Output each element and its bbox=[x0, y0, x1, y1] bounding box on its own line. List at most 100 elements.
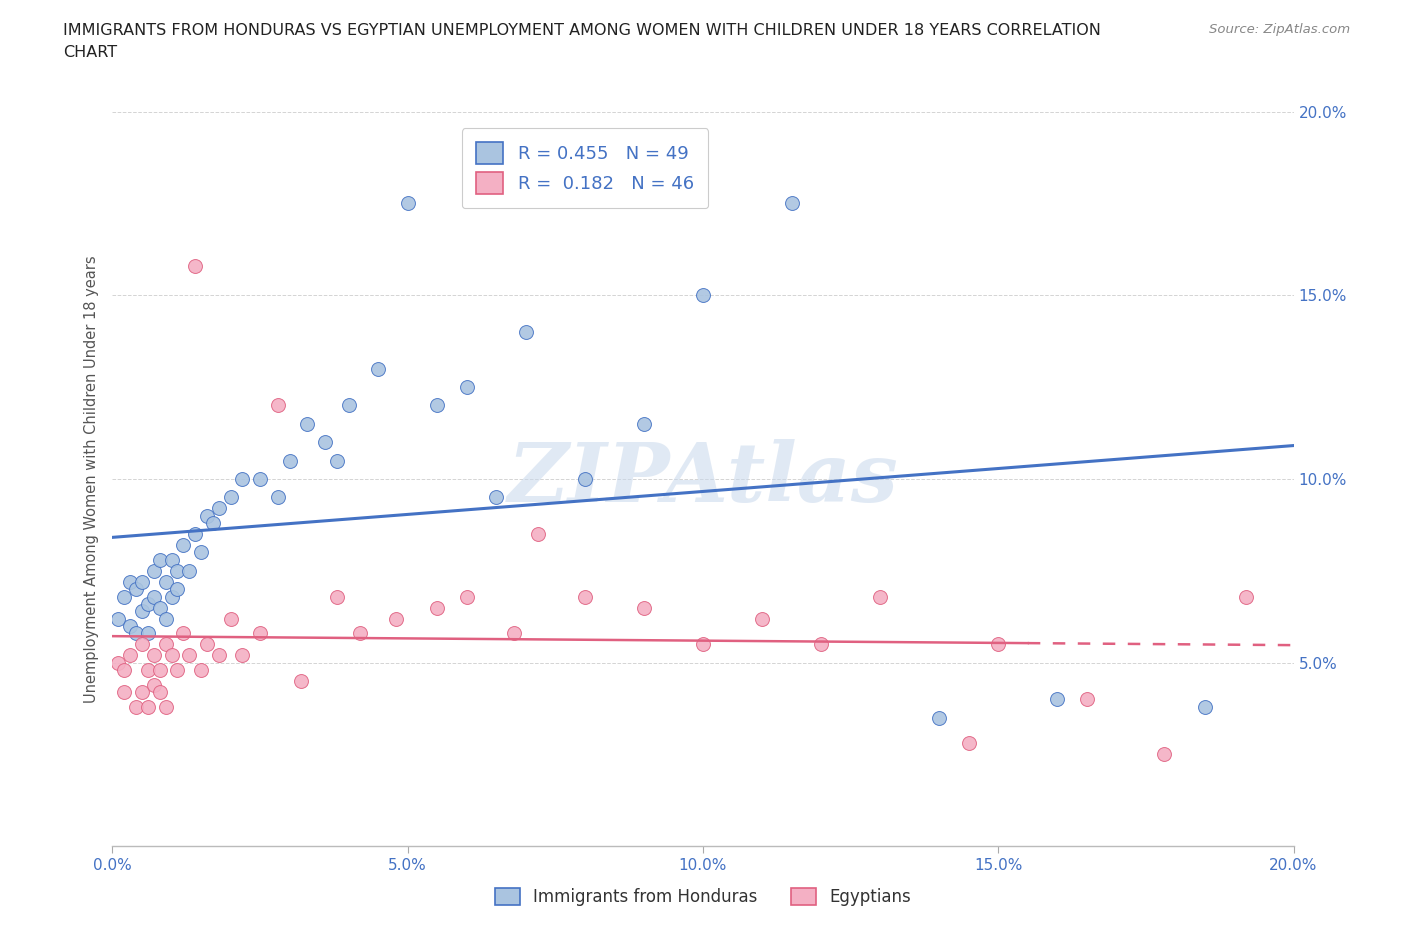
Point bbox=[337, 398, 360, 413]
Point bbox=[1046, 692, 1069, 707]
Point bbox=[131, 604, 153, 618]
Point bbox=[195, 508, 218, 523]
Point bbox=[107, 611, 129, 626]
Point bbox=[142, 677, 165, 692]
Point bbox=[142, 589, 165, 604]
Point bbox=[367, 361, 389, 376]
Point bbox=[1194, 699, 1216, 714]
Point bbox=[349, 626, 371, 641]
Point bbox=[426, 600, 449, 615]
Point bbox=[155, 699, 177, 714]
Point bbox=[290, 673, 312, 688]
Point bbox=[160, 648, 183, 663]
Point bbox=[131, 575, 153, 590]
Point bbox=[142, 564, 165, 578]
Point bbox=[810, 637, 832, 652]
Point bbox=[219, 490, 242, 505]
Point bbox=[692, 637, 714, 652]
Point bbox=[179, 648, 201, 663]
Legend: R = 0.455   N = 49, R =  0.182   N = 46: R = 0.455 N = 49, R = 0.182 N = 46 bbox=[461, 128, 709, 208]
Y-axis label: Unemployment Among Women with Children Under 18 years: Unemployment Among Women with Children U… bbox=[83, 255, 98, 703]
Point bbox=[166, 582, 188, 597]
Point bbox=[278, 453, 301, 468]
Point bbox=[112, 662, 135, 677]
Text: IMMIGRANTS FROM HONDURAS VS EGYPTIAN UNEMPLOYMENT AMONG WOMEN WITH CHILDREN UNDE: IMMIGRANTS FROM HONDURAS VS EGYPTIAN UNE… bbox=[63, 23, 1101, 60]
Point bbox=[125, 582, 148, 597]
Point bbox=[267, 490, 290, 505]
Point bbox=[149, 684, 172, 699]
Point bbox=[249, 472, 271, 486]
Point bbox=[633, 417, 655, 432]
Point bbox=[526, 526, 548, 541]
Point bbox=[456, 379, 478, 394]
Point bbox=[184, 259, 207, 273]
Point bbox=[780, 196, 803, 211]
Point bbox=[231, 648, 253, 663]
Point bbox=[131, 684, 153, 699]
Point bbox=[326, 453, 349, 468]
Point bbox=[155, 611, 177, 626]
Point bbox=[160, 552, 183, 567]
Point bbox=[503, 626, 526, 641]
Point bbox=[219, 611, 242, 626]
Point bbox=[208, 648, 231, 663]
Point bbox=[485, 490, 508, 505]
Point bbox=[692, 288, 714, 303]
Point bbox=[957, 736, 980, 751]
Text: ZIPAtlas: ZIPAtlas bbox=[508, 439, 898, 519]
Point bbox=[172, 538, 194, 552]
Point bbox=[149, 552, 172, 567]
Point bbox=[160, 589, 183, 604]
Point bbox=[120, 575, 142, 590]
Point bbox=[166, 662, 188, 677]
Point bbox=[120, 648, 142, 663]
Point bbox=[107, 655, 129, 670]
Point bbox=[172, 626, 194, 641]
Point bbox=[426, 398, 449, 413]
Point bbox=[125, 699, 148, 714]
Point bbox=[326, 589, 349, 604]
Point bbox=[515, 325, 537, 339]
Point bbox=[195, 637, 218, 652]
Point bbox=[297, 417, 319, 432]
Point bbox=[633, 600, 655, 615]
Point bbox=[869, 589, 891, 604]
Point bbox=[1234, 589, 1257, 604]
Point bbox=[396, 196, 419, 211]
Point bbox=[131, 637, 153, 652]
Point bbox=[314, 435, 336, 450]
Legend: Immigrants from Honduras, Egyptians: Immigrants from Honduras, Egyptians bbox=[488, 881, 918, 912]
Point bbox=[1076, 692, 1098, 707]
Point bbox=[149, 662, 172, 677]
Point bbox=[267, 398, 290, 413]
Point bbox=[928, 711, 950, 725]
Point bbox=[249, 626, 271, 641]
Point bbox=[201, 515, 224, 530]
Point bbox=[136, 626, 159, 641]
Point bbox=[184, 526, 207, 541]
Point bbox=[987, 637, 1010, 652]
Point bbox=[456, 589, 478, 604]
Point bbox=[208, 501, 231, 516]
Point bbox=[190, 662, 212, 677]
Point bbox=[125, 626, 148, 641]
Point bbox=[574, 472, 596, 486]
Point bbox=[385, 611, 408, 626]
Point bbox=[136, 662, 159, 677]
Point bbox=[574, 589, 596, 604]
Point bbox=[166, 564, 188, 578]
Text: Source: ZipAtlas.com: Source: ZipAtlas.com bbox=[1209, 23, 1350, 36]
Point bbox=[1153, 747, 1175, 762]
Point bbox=[751, 611, 773, 626]
Point bbox=[120, 618, 142, 633]
Point bbox=[179, 564, 201, 578]
Point bbox=[190, 545, 212, 560]
Point bbox=[136, 699, 159, 714]
Point bbox=[142, 648, 165, 663]
Point bbox=[155, 637, 177, 652]
Point bbox=[112, 589, 135, 604]
Point bbox=[155, 575, 177, 590]
Point bbox=[231, 472, 253, 486]
Point bbox=[112, 684, 135, 699]
Point bbox=[149, 600, 172, 615]
